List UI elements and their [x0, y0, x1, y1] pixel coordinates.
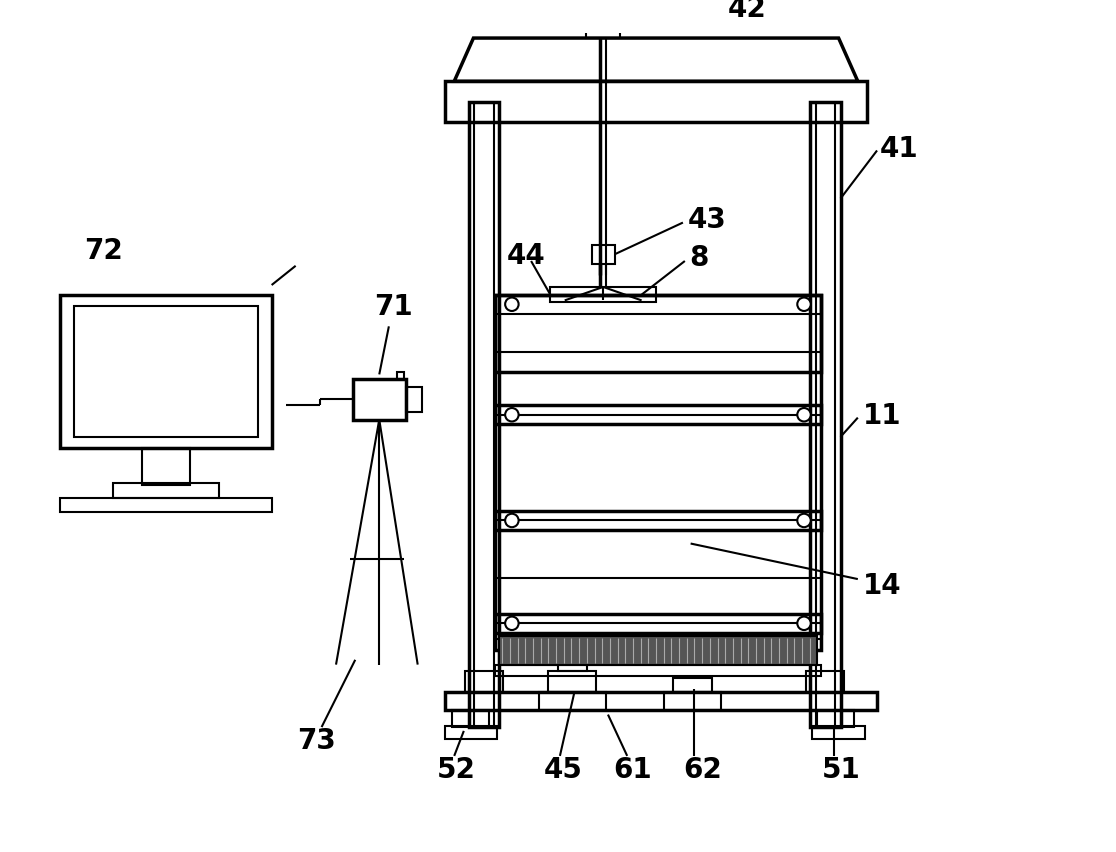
- Bar: [558, 652, 587, 671]
- Text: 61: 61: [613, 757, 652, 785]
- Circle shape: [797, 408, 810, 422]
- Circle shape: [506, 297, 519, 311]
- Bar: [550, 287, 656, 302]
- Bar: [444, 81, 867, 122]
- Bar: [396, 371, 404, 379]
- Text: 42: 42: [728, 0, 767, 23]
- Text: 41: 41: [879, 135, 918, 163]
- Bar: [673, 678, 712, 693]
- Text: 43: 43: [687, 205, 727, 233]
- Bar: [444, 726, 498, 739]
- Bar: [591, 245, 615, 264]
- Bar: [548, 671, 596, 693]
- Bar: [586, 28, 620, 38]
- Bar: [810, 102, 840, 727]
- Bar: [494, 406, 821, 424]
- Bar: [113, 483, 219, 498]
- Bar: [811, 726, 865, 739]
- Bar: [60, 498, 271, 512]
- Bar: [444, 693, 877, 710]
- Text: 71: 71: [375, 293, 413, 321]
- Circle shape: [506, 408, 519, 422]
- Circle shape: [506, 617, 519, 630]
- Circle shape: [506, 514, 519, 527]
- Bar: [74, 306, 258, 437]
- Circle shape: [797, 617, 810, 630]
- Bar: [539, 693, 606, 710]
- Bar: [464, 671, 503, 693]
- Text: 73: 73: [298, 728, 336, 756]
- Text: 45: 45: [543, 757, 583, 785]
- Text: 8: 8: [690, 245, 709, 272]
- Bar: [546, 637, 598, 652]
- Bar: [354, 379, 406, 419]
- Bar: [406, 387, 422, 412]
- Bar: [494, 295, 821, 650]
- Bar: [494, 295, 821, 371]
- Bar: [494, 511, 821, 530]
- Text: 72: 72: [84, 238, 123, 265]
- Bar: [588, 0, 618, 28]
- Bar: [469, 102, 499, 727]
- Bar: [817, 710, 854, 727]
- Text: 11: 11: [863, 401, 901, 429]
- Text: 51: 51: [822, 757, 862, 785]
- Bar: [452, 710, 489, 727]
- Text: 62: 62: [683, 757, 722, 785]
- Bar: [499, 636, 817, 665]
- Bar: [494, 613, 821, 633]
- Circle shape: [797, 514, 810, 527]
- Bar: [142, 448, 190, 485]
- Bar: [60, 295, 271, 448]
- Bar: [494, 639, 821, 650]
- Text: 52: 52: [437, 757, 475, 785]
- Bar: [806, 671, 845, 693]
- Bar: [664, 693, 721, 710]
- Text: 44: 44: [507, 242, 546, 270]
- Circle shape: [797, 297, 810, 311]
- Text: 14: 14: [863, 573, 902, 600]
- Bar: [494, 665, 821, 676]
